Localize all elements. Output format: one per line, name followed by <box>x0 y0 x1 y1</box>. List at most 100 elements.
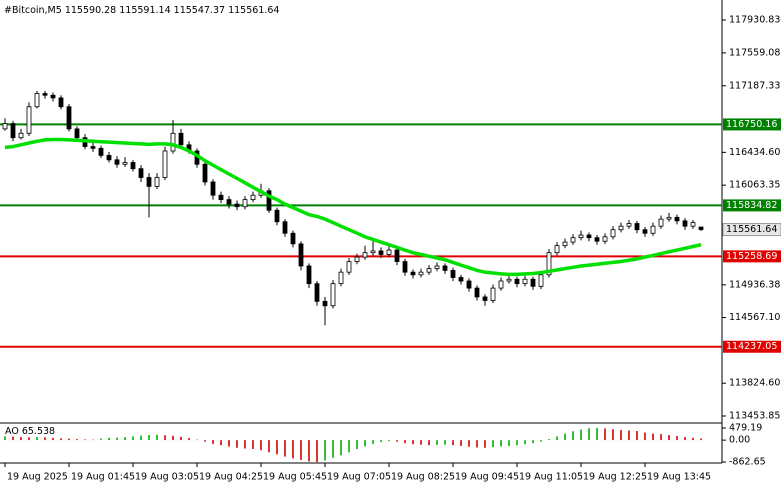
ohlc-open: 115590.28 <box>65 5 116 16</box>
candle-body <box>682 220 688 227</box>
ohlc-low: 115547.37 <box>174 5 225 16</box>
candle-body <box>666 216 672 220</box>
candle-body <box>410 271 416 276</box>
candle-body <box>586 234 592 239</box>
candle-body <box>362 252 368 258</box>
x-tick-label: 19 Aug 11:05 <box>519 472 583 483</box>
candle-body <box>210 181 216 196</box>
candle-body <box>690 222 696 227</box>
candle-body <box>42 93 48 96</box>
chart-header: #Bitcoin,M5 115590.28 115591.14 115547.3… <box>4 5 279 16</box>
level-label: 115834.82 <box>726 200 777 211</box>
candle-body <box>490 287 496 301</box>
candle-body <box>346 261 352 273</box>
level-label-box <box>723 199 781 212</box>
candle-body <box>354 256 360 262</box>
x-tick-label: 19 Aug 01:45 <box>71 472 135 483</box>
candle-body <box>370 250 376 254</box>
candle-body <box>10 123 16 139</box>
candle-body <box>50 94 56 99</box>
y-tick-label: 116063.35 <box>729 180 780 191</box>
candle-body <box>482 296 488 301</box>
ohlc-high: 115591.14 <box>119 5 170 16</box>
level-label: 115258.69 <box>726 251 777 262</box>
y-tick-label: 117559.08 <box>729 47 780 58</box>
candle-body <box>170 132 176 152</box>
candle-body <box>386 249 392 255</box>
x-tick-label: 19 Aug 09:45 <box>455 472 519 483</box>
candle-body <box>610 229 616 238</box>
candle-body <box>122 162 128 165</box>
x-tick-label: 19 Aug 07:05 <box>327 472 391 483</box>
candle-body <box>338 271 344 285</box>
current-price-label: 115561.64 <box>726 224 777 235</box>
candle-body <box>570 237 576 243</box>
level-label: 114237.05 <box>726 341 777 352</box>
ao-name: AO <box>5 426 19 437</box>
candle-body <box>498 280 504 289</box>
candle-body <box>178 132 184 146</box>
y-tick-label: 116434.60 <box>729 147 780 158</box>
ao-tick-label: -862.65 <box>729 457 766 468</box>
candle-body <box>266 190 272 211</box>
x-tick-label: 19 Aug 04:25 <box>199 472 263 483</box>
ao-value: 65.538 <box>22 426 55 437</box>
ohlc-close: 115561.64 <box>228 5 279 16</box>
candle-body <box>602 236 608 242</box>
level-label-box <box>723 118 781 131</box>
candle-body <box>306 265 312 285</box>
candle-body <box>522 278 528 285</box>
candle-body <box>402 261 408 273</box>
current-price-box <box>722 223 781 237</box>
candle-body <box>626 223 632 227</box>
y-tick-label: 113824.60 <box>729 378 780 389</box>
candle-body <box>130 162 136 170</box>
candle-body <box>274 209 280 223</box>
candle-body <box>458 277 464 282</box>
candle-body <box>98 147 104 156</box>
y-tick-label: 114936.38 <box>729 279 780 290</box>
candle-body <box>74 128 80 139</box>
candle-body <box>90 146 96 149</box>
candle-body <box>34 93 40 108</box>
candle-body <box>146 177 152 187</box>
candle-body <box>474 287 480 298</box>
y-tick-label: 117187.33 <box>729 80 780 91</box>
level-label-box <box>723 340 781 353</box>
candle-body <box>202 163 208 183</box>
level-label-box <box>723 250 781 263</box>
candle-body <box>434 265 440 270</box>
x-tick-label: 19 Aug 05:45 <box>263 472 327 483</box>
candle-body <box>450 269 456 278</box>
ao-tick-label: 479.19 <box>729 422 762 433</box>
x-tick-label: 19 Aug 13:45 <box>647 472 711 483</box>
candle-body <box>378 250 384 255</box>
candle-body <box>538 274 544 287</box>
candle-body <box>314 283 320 302</box>
candle-body <box>530 278 536 287</box>
y-tick-label: 117930.83 <box>729 15 780 26</box>
candle-body <box>138 168 144 178</box>
x-tick-label: 19 Aug 03:05 <box>135 472 199 483</box>
candle-body <box>658 218 664 227</box>
candle-body <box>26 106 32 134</box>
candle-body <box>106 155 112 161</box>
candle-body <box>66 106 72 130</box>
ao-tick-label: 0.00 <box>729 435 750 446</box>
y-tick-label: 114567.10 <box>729 312 780 323</box>
candle-body <box>290 232 296 245</box>
candle-body <box>218 194 224 201</box>
candle-body <box>330 283 336 307</box>
candle-body <box>442 265 448 271</box>
chart-title: #Bitcoin,M5 <box>4 5 62 16</box>
candle-body <box>426 268 432 273</box>
candle-body <box>674 216 680 222</box>
candle-body <box>2 123 8 130</box>
y-tick-label: 113453.85 <box>729 410 780 421</box>
candle-body <box>226 199 232 205</box>
candle-body <box>514 278 520 285</box>
ao-header: AO 65.538 <box>5 426 55 437</box>
candle-body <box>546 252 552 276</box>
